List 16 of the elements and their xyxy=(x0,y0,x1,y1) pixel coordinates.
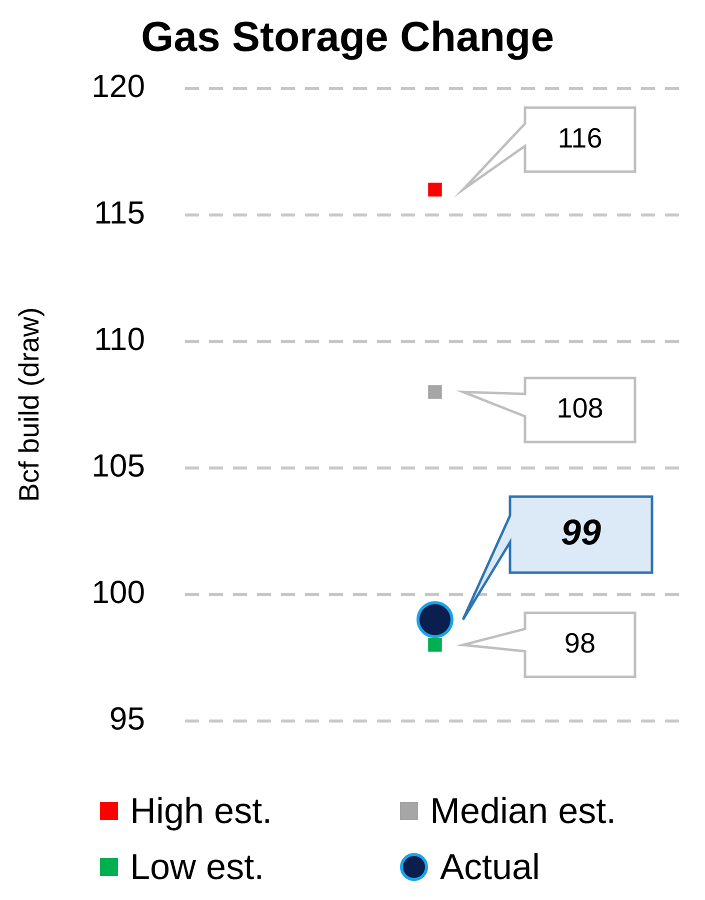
annotation: 98 xyxy=(564,628,596,659)
y-tick-label: 100 xyxy=(92,574,145,610)
y-tick-label: 95 xyxy=(109,700,145,737)
y-tick-label: 115 xyxy=(94,194,145,231)
annotation: 116 xyxy=(558,122,602,154)
legend-label: High est. xyxy=(130,790,272,832)
y-tick-label: 120 xyxy=(92,68,145,104)
y-axis-title: Bcf build (draw) xyxy=(14,307,45,502)
chart-title: Gas Storage Change xyxy=(140,12,554,60)
legend-label: Low est. xyxy=(130,846,264,888)
annotation: 99 xyxy=(560,512,602,553)
annotation: 108 xyxy=(556,392,604,424)
legend-label: Median est. xyxy=(430,790,616,832)
legend-label: Actual xyxy=(440,846,540,888)
y-tick-label: 105 xyxy=(92,448,145,484)
y-tick-label: 110 xyxy=(94,321,145,358)
